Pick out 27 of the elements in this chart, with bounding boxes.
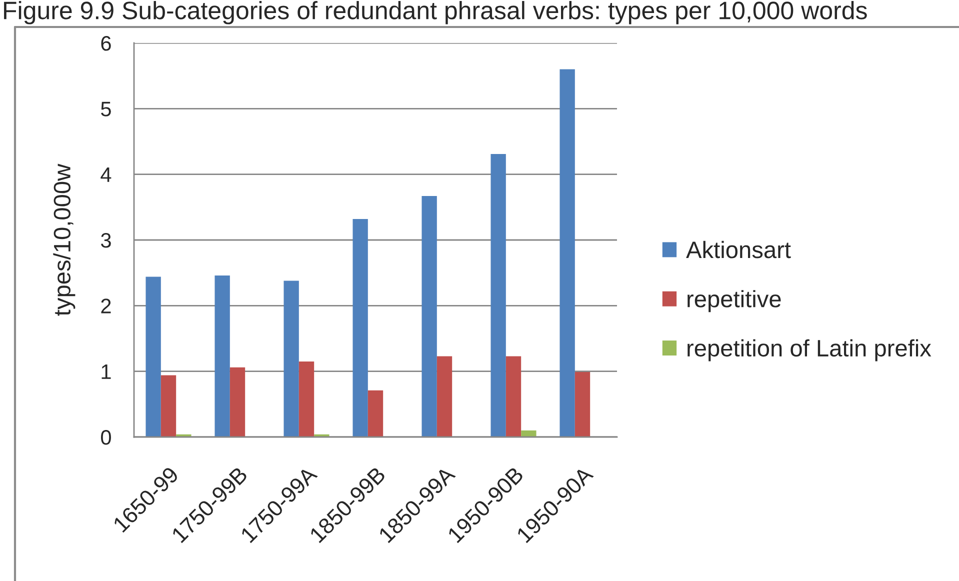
y-tick-label: 4	[100, 168, 112, 182]
y-tick-label: 5	[101, 102, 111, 116]
bar	[436, 356, 452, 437]
y-tick-label: 0	[101, 430, 111, 445]
bar	[284, 280, 299, 437]
legend-label: repetition of Latin prefix	[688, 339, 932, 362]
bar	[490, 154, 506, 437]
y-tick-label: 3	[100, 233, 111, 248]
bar	[214, 275, 230, 437]
legend-label: Aktionsart	[686, 240, 791, 258]
bar	[422, 196, 437, 437]
bar	[521, 430, 536, 437]
bar	[560, 69, 575, 437]
legend-label: repetitive	[688, 290, 781, 312]
y-tick-label: 1	[102, 364, 111, 379]
y-tick-label: 6	[101, 36, 111, 51]
bar	[160, 375, 176, 437]
bar	[506, 356, 522, 437]
bar	[298, 361, 314, 437]
y-tick-label: 2	[101, 298, 111, 314]
bar	[230, 367, 246, 437]
bar	[574, 372, 590, 437]
bar	[146, 276, 161, 437]
bar	[368, 390, 384, 437]
y-axis-title: types/10,000w	[53, 164, 76, 316]
chart-title: Figure 9.9 Sub-categories of redundant phrasal verbs: types per 10,000 words	[4, 1, 867, 24]
bar	[352, 218, 368, 437]
